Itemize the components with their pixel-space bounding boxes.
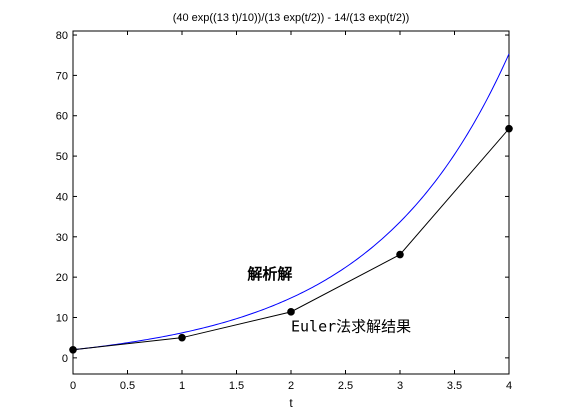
x-axis-ticks: 0 0.5 1 1.5 2 2.5 3 3.5 4 [70,31,512,392]
x-tick-label: 0.5 [120,380,135,392]
y-tick-label: 30 [56,232,68,244]
annotation-euler-result: Euler法求解结果 [291,318,411,336]
y-tick-label: 60 [56,111,68,123]
y-tick-label: 80 [56,30,68,42]
x-tick-label: 1 [179,380,185,392]
x-tick-label: 1.5 [229,380,244,392]
x-tick-label: 2 [288,380,294,392]
data-point [178,333,186,342]
y-tick-label: 50 [56,151,68,163]
chart-title: (40 exp((13 t)/10))/(13 exp(t/2)) - 14/(… [173,12,410,24]
data-point [396,250,404,259]
x-tick-label: 2.5 [338,380,353,392]
data-point [505,124,513,133]
plot-series [69,53,513,354]
y-tick-label: 20 [56,272,68,284]
x-tick-label: 4 [506,380,512,392]
x-axis-label: t [289,396,293,410]
data-point [287,308,295,316]
data-point [69,345,77,354]
y-tick-label: 40 [56,191,68,203]
y-tick-label: 10 [56,313,68,325]
y-tick-label: 70 [56,70,68,82]
y-tick-label: 0 [62,353,68,365]
x-tick-label: 3.5 [447,380,462,392]
series-line-0 [72,53,510,351]
annotation-analytic-solution: 解析解 [247,265,292,283]
x-tick-label: 3 [397,380,403,392]
axes-box [72,30,510,375]
annotations: 解析解 Euler法求解结果 [247,265,411,335]
y-axis-ticks: 0 10 20 30 40 50 60 70 80 [56,30,509,365]
x-tick-label: 0 [70,380,76,392]
